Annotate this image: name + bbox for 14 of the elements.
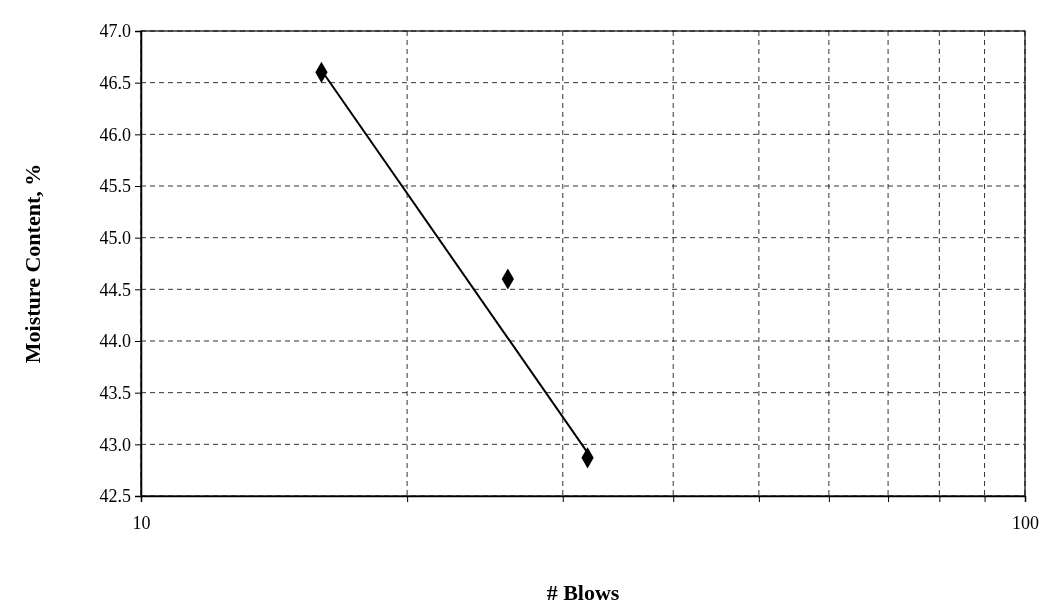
y-tick-label: 45.5 — [99, 176, 131, 197]
x-axis-title: # Blows — [546, 580, 620, 605]
y-axis-title: Moisture Content, % — [20, 163, 45, 364]
y-tick-label: 46.0 — [99, 124, 131, 145]
y-tick-label: 42.5 — [99, 486, 131, 507]
y-tick-label: 47.0 — [99, 21, 131, 42]
y-tick-label: 43.0 — [99, 434, 131, 455]
y-tick-label: 45.0 — [99, 227, 131, 248]
y-tick-label: 44.0 — [99, 331, 131, 352]
x-tick-label: 100 — [1012, 512, 1039, 533]
y-tick-label: 46.5 — [99, 72, 131, 93]
y-tick-label: 44.5 — [99, 279, 131, 300]
y-tick-label: 43.5 — [99, 382, 131, 403]
x-tick-label: 10 — [132, 512, 151, 533]
